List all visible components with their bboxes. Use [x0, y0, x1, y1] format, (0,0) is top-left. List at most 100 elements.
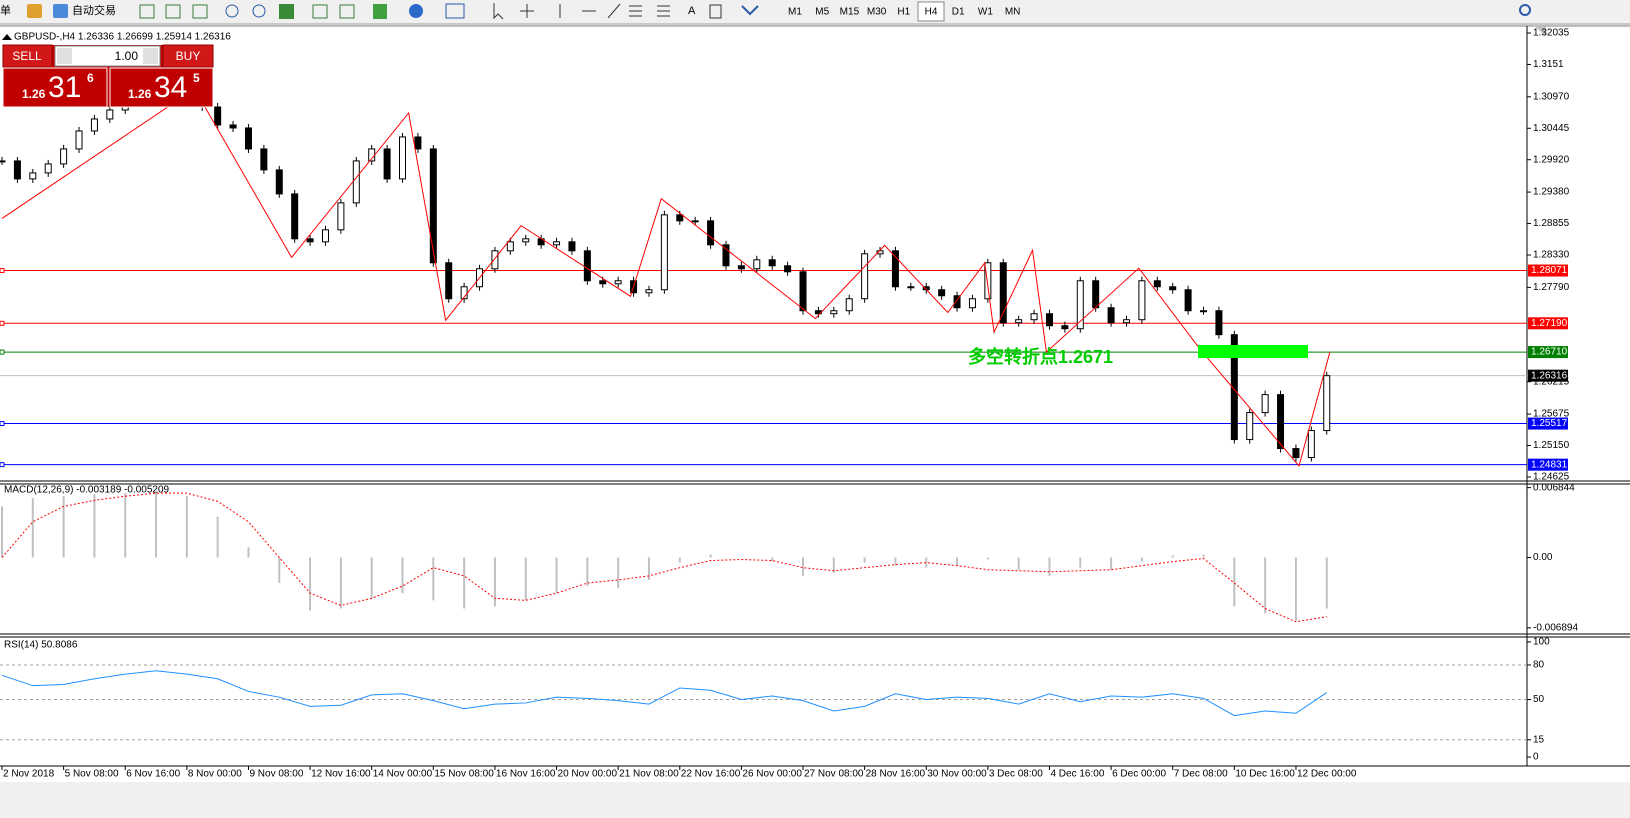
level-tag — [1528, 317, 1568, 330]
icon[interactable] — [741, 5, 759, 16]
x-tick-label: 22 Nov 16:00 — [681, 769, 741, 780]
candle — [1261, 394, 1269, 414]
ask-box[interactable] — [109, 67, 214, 108]
level-label: 1.26710 — [1531, 347, 1568, 358]
icon[interactable] — [339, 4, 355, 19]
search-icon[interactable] — [1519, 4, 1531, 16]
icon[interactable] — [629, 5, 670, 17]
icon[interactable] — [373, 4, 387, 19]
icon[interactable]: A — [688, 5, 696, 17]
icon[interactable] — [139, 4, 155, 19]
buy-button[interactable] — [162, 44, 214, 68]
level-label: 1.24831 — [1531, 459, 1568, 470]
icon[interactable] — [409, 4, 423, 18]
icon[interactable] — [279, 4, 294, 19]
toolbar: 单 自动交易 A — [0, 0, 1630, 25]
candle — [660, 214, 668, 291]
candle — [352, 160, 360, 204]
sell-label[interactable]: SELL — [12, 49, 42, 63]
x-tick-label: 14 Nov 00:00 — [373, 769, 433, 780]
x-tick-label: 30 Nov 00:00 — [927, 769, 987, 780]
annotation: 多空转折点1.2671 — [968, 346, 1113, 367]
chart-window: GBPUSD-,H4 1.26336 1.26699 1.25914 1.263… — [0, 25, 1630, 782]
candle — [106, 109, 114, 120]
candle — [1230, 334, 1238, 441]
y-tick-label: 0 — [1533, 752, 1539, 763]
candle — [445, 262, 453, 300]
timeframe-button[interactable]: M30 — [867, 7, 887, 18]
timeframe-button[interactable]: H1 — [897, 7, 910, 18]
candle — [1184, 289, 1192, 312]
candle — [1153, 280, 1161, 288]
ask-prefix: 1.26 — [128, 87, 152, 101]
timeframe-button[interactable]: M15 — [840, 7, 860, 18]
y-tick-label: 1.30445 — [1533, 123, 1570, 134]
candle — [984, 262, 992, 300]
icon[interactable] — [493, 3, 504, 20]
candle — [60, 148, 68, 165]
y-tick-label: 1.26215 — [1533, 376, 1570, 387]
lot-value[interactable]: 1.00 — [115, 49, 139, 63]
candle — [845, 298, 853, 312]
icon[interactable] — [53, 4, 68, 18]
y-tick-label: 1.28855 — [1533, 218, 1570, 229]
x-tick-label: 12 Nov 16:00 — [311, 769, 371, 780]
candle — [1307, 430, 1315, 459]
candle — [968, 298, 976, 309]
icon[interactable] — [252, 4, 266, 18]
timeframe-button[interactable]: W1 — [978, 7, 993, 18]
lot-down[interactable] — [57, 48, 72, 64]
candle — [1323, 375, 1331, 432]
y-tick-label: 1.29920 — [1533, 154, 1570, 165]
candle — [291, 193, 299, 240]
candle — [1122, 319, 1130, 324]
buy-label[interactable]: BUY — [176, 49, 201, 63]
timeframe-active — [917, 1, 945, 22]
toolbar-icons: A — [139, 3, 1531, 20]
bid-box[interactable] — [2, 67, 108, 108]
icon[interactable] — [165, 4, 181, 19]
candle — [214, 106, 222, 126]
sell-button[interactable] — [2, 44, 53, 68]
candle — [737, 265, 745, 270]
auto-trade[interactable]: 自动交易 — [72, 3, 116, 17]
lot-input[interactable] — [54, 45, 161, 67]
timeframe-button[interactable]: M5 — [815, 7, 829, 18]
candle — [799, 271, 807, 312]
icon[interactable] — [27, 4, 42, 18]
candle — [830, 310, 838, 315]
candle — [1092, 280, 1100, 309]
x-tick-label: 28 Nov 16:00 — [866, 769, 926, 780]
timeframe-button[interactable]: MN — [1005, 7, 1021, 18]
candle — [90, 118, 98, 132]
x-tick-label: 9 Nov 08:00 — [249, 769, 303, 780]
icon[interactable] — [445, 3, 465, 19]
level-handle — [0, 320, 5, 326]
timeframe-button[interactable]: H4 — [925, 7, 938, 18]
y-tick-label: 100 — [1533, 637, 1550, 648]
candle — [599, 280, 607, 285]
level-handle — [0, 421, 5, 427]
candle — [44, 163, 52, 174]
icon[interactable] — [559, 3, 621, 19]
timeframe-button[interactable]: D1 — [952, 7, 965, 18]
timeframe-button[interactable]: M1 — [788, 7, 802, 18]
lot-up[interactable] — [143, 48, 158, 64]
icon[interactable] — [225, 4, 239, 18]
candle — [707, 220, 715, 246]
y-tick-label: -0.006894 — [1533, 622, 1578, 633]
y-tick-label: 1.30970 — [1533, 91, 1570, 102]
candle — [753, 259, 761, 270]
x-tick-label: 6 Dec 00:00 — [1112, 769, 1166, 780]
y-tick-label: 1.28330 — [1533, 250, 1570, 261]
shift-marker — [1534, 26, 1546, 36]
y-tick-label: 1.24625 — [1533, 472, 1570, 483]
icon[interactable] — [709, 4, 722, 19]
menu-fragment[interactable]: 单 — [0, 4, 11, 17]
icon[interactable] — [520, 4, 534, 18]
icon[interactable] — [192, 4, 208, 19]
icon[interactable] — [312, 4, 328, 19]
bid-tag — [1528, 369, 1568, 382]
candle — [1277, 394, 1285, 450]
macd-title: MACD(12,26,9) -0.003189 -0.005209 — [4, 485, 170, 496]
